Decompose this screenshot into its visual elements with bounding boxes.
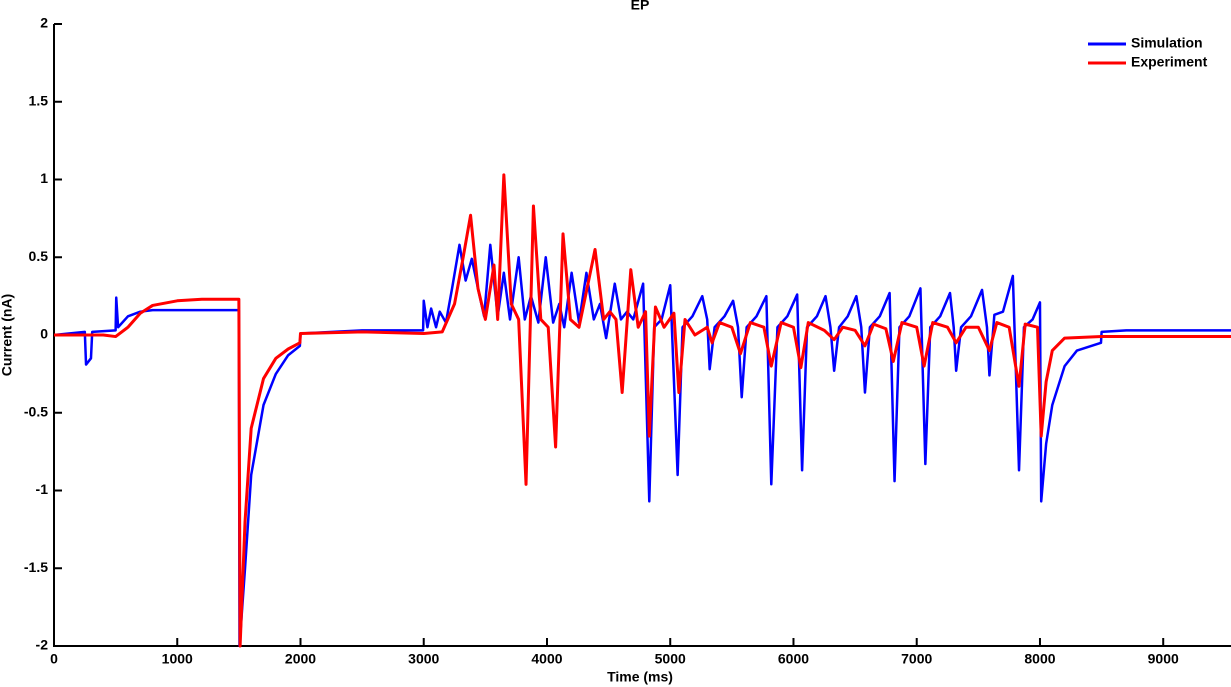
x-tick-label: 6000 [778,651,809,667]
y-tick-label: -0.5 [24,403,48,419]
y-axis-label: Current (nA) [0,294,15,376]
y-tick-label: 1.5 [29,92,49,108]
y-tick-label: 2 [40,15,48,31]
y-tick-label: -2 [36,637,49,653]
x-tick-label: 3000 [408,651,439,667]
legend-label: Simulation [1131,35,1203,51]
x-tick-label: 0 [50,651,58,667]
series-line [54,173,1231,648]
y-tick-label: -1.5 [24,559,48,575]
y-tick-label: 0 [40,326,48,342]
x-tick-label: 1000 [162,651,193,667]
x-tick-label: 4000 [531,651,562,667]
x-tick-label: 7000 [901,651,932,667]
x-axis-label: Time (ms) [607,669,673,685]
series-line [53,243,1231,648]
y-tick-label: 1 [40,170,48,186]
x-tick-label: 2000 [285,651,316,667]
chart-title: EP [631,0,650,13]
legend-label: Experiment [1131,54,1208,70]
y-tick-label: -1 [36,481,49,497]
x-tick-label: 5000 [655,651,686,667]
y-tick-label: 0.5 [29,248,49,264]
x-tick-label: 8000 [1024,651,1055,667]
x-tick-label: 9000 [1148,651,1179,667]
